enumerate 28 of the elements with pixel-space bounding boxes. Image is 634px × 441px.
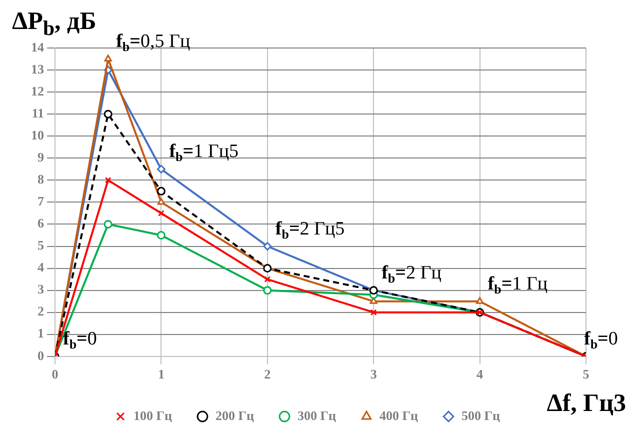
legend-label: 500 Гц [462, 408, 501, 423]
x-tick-label: 4 [476, 366, 484, 382]
x-tick-label: 3 [370, 366, 378, 382]
y-axis-title: ΔP$_{b}$, дБ [12, 8, 96, 41]
y-tick-label: 7 [38, 194, 44, 209]
legend-label: 300 Гц [297, 408, 337, 423]
y-tick-label: 14 [31, 39, 44, 54]
y-tick-label: 0 [38, 348, 44, 363]
y-tick-label: 4 [38, 260, 44, 275]
y-tick-label: 8 [38, 172, 44, 187]
x-axis-title: Δf, Гц3 [546, 390, 626, 418]
legend-label: 400 Гц [380, 408, 419, 423]
y-tick-label: 2 [38, 304, 44, 319]
y-tick-label: 3 [38, 282, 44, 297]
x-tick-label: 0 [52, 366, 58, 382]
y-tick-label: 13 [31, 61, 44, 76]
y-tick-label: 12 [31, 83, 44, 98]
y-tick-label: 6 [38, 216, 44, 231]
y-tick-label: 5 [38, 238, 44, 253]
x-tick-label: 5 [582, 366, 590, 382]
y-tick-label: 11 [32, 105, 44, 120]
x-tick-label: 1 [158, 366, 164, 382]
y-tick-label: 9 [38, 150, 44, 164]
x-tick-label: 2 [264, 366, 271, 382]
legend-label: 200 Гц [215, 408, 255, 423]
y-tick-label: 10 [31, 127, 44, 142]
y-tick-label: 1 [38, 326, 44, 341]
legend-label: 100 Гц [133, 408, 172, 423]
